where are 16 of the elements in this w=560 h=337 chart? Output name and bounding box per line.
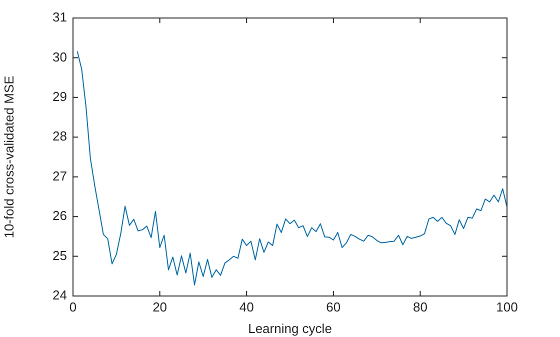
y-tick-label: 30 (52, 49, 67, 64)
y-tick-label: 26 (52, 208, 67, 224)
x-tick-label: 40 (239, 299, 254, 314)
x-axis-title: Learning cycle (248, 320, 332, 336)
x-tick-label: 80 (412, 299, 428, 314)
x-tick-label: 100 (496, 299, 518, 314)
y-tick-label: 24 (52, 288, 67, 303)
x-tick-label: 60 (326, 299, 341, 314)
y-tick-label: 29 (52, 89, 67, 104)
x-tick-label: 20 (152, 299, 168, 314)
y-tick-label: 25 (52, 248, 67, 263)
x-tick-label: 0 (69, 299, 77, 314)
y-tick-label: 31 (52, 10, 67, 25)
y-axis-title: 10-fold cross-validated MSE (1, 75, 16, 238)
y-tick-label: 28 (52, 128, 67, 144)
y-tick-label: 27 (52, 168, 67, 184)
